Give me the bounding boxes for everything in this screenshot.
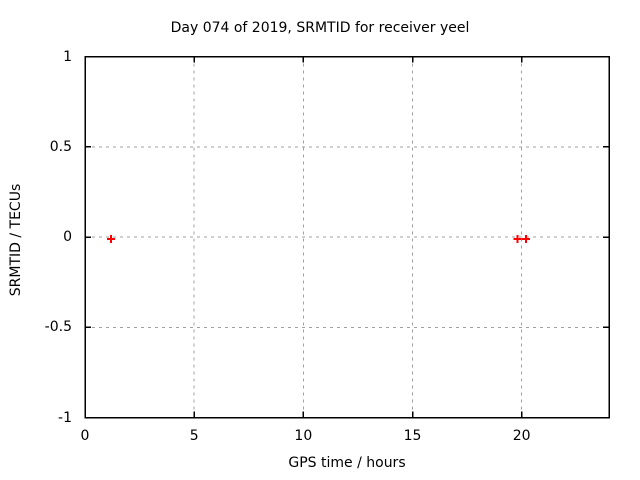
y-tick-label: 1 (63, 48, 72, 65)
y-tick-label: -1 (58, 409, 72, 426)
x-tick-label: 0 (80, 428, 90, 444)
y-tick-label: -0.5 (44, 319, 72, 336)
x-tick-label: 5 (189, 428, 199, 444)
plot-border (84, 55, 610, 419)
y-tick-label: 0.5 (49, 138, 72, 155)
chart-title: Day 074 of 2019, SRMTID for receiver yee… (170, 20, 470, 36)
x-tick-label: 15 (403, 428, 422, 444)
x-axis-label: GPS time / hours (288, 455, 406, 471)
y-tick-label: 0 (63, 229, 72, 245)
x-tick-label: 20 (512, 428, 531, 444)
x-tick-label: 10 (294, 428, 313, 444)
